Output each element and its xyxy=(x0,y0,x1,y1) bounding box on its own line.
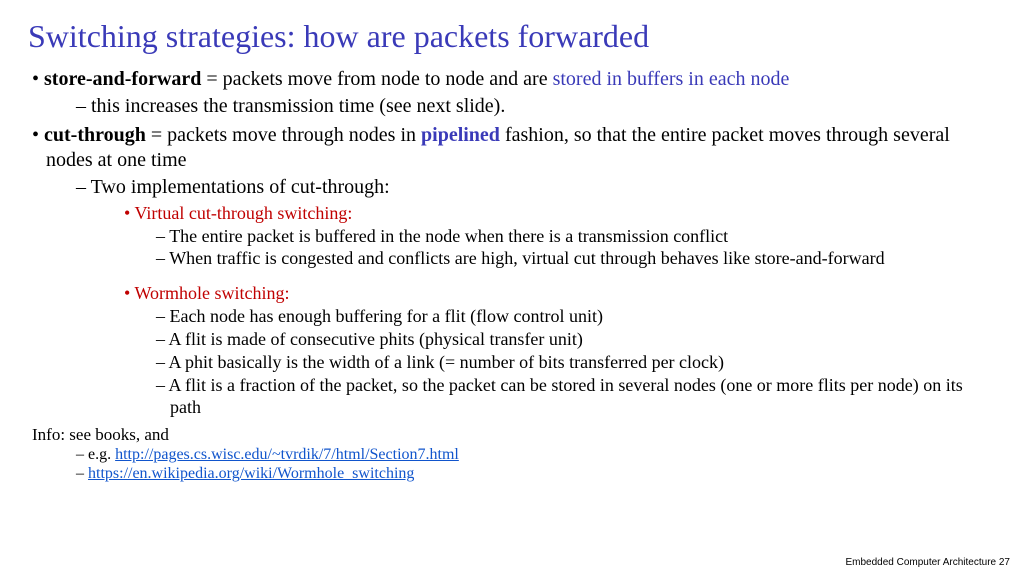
info-link1-row: e.g. http://pages.cs.wisc.edu/~tvrdik/7/… xyxy=(76,446,996,464)
wh-1: Each node has enough buffering for a fli… xyxy=(156,306,996,328)
wh-4: A flit is a fraction of the packet, so t… xyxy=(156,375,996,419)
ct-text1: = packets move through nodes in xyxy=(146,124,421,146)
saf-sub: this increases the transmission time (se… xyxy=(76,94,996,119)
wh-2: A flit is made of consecutive phits (phy… xyxy=(156,329,996,351)
slide-body: Switching strategies: how are packets fo… xyxy=(0,0,1024,493)
saf-blue: stored in buffers in each node xyxy=(553,68,790,90)
wh-title: Wormhole switching: xyxy=(124,282,996,305)
link-wormhole-wiki[interactable]: https://en.wikipedia.org/wiki/Wormhole_s… xyxy=(88,465,414,482)
ct-two-impl: Two implementations of cut-through: xyxy=(76,175,996,200)
vct-1: The entire packet is buffered in the nod… xyxy=(156,226,996,248)
bullet-cut-through: cut-through = packets move through nodes… xyxy=(32,123,992,173)
info-eg: e.g. xyxy=(88,446,115,463)
vct-title: Virtual cut-through switching: xyxy=(124,202,996,225)
slide-footer: Embedded Computer Architecture 27 xyxy=(845,557,1010,568)
vct-2: When traffic is congested and conflicts … xyxy=(156,248,996,270)
link-section7[interactable]: http://pages.cs.wisc.edu/~tvrdik/7/html/… xyxy=(115,446,459,463)
saf-text: = packets move from node to node and are xyxy=(201,68,552,90)
info-label: Info: see books, and xyxy=(32,425,996,445)
spacer xyxy=(28,270,996,280)
wh-3: A phit basically is the width of a link … xyxy=(156,352,996,374)
ct-pipelined: pipelined xyxy=(421,124,500,146)
saf-label: store-and-forward xyxy=(44,68,201,90)
info-link2-row: https://en.wikipedia.org/wiki/Wormhole_s… xyxy=(76,465,996,483)
ct-label: cut-through xyxy=(44,124,146,146)
slide-title: Switching strategies: how are packets fo… xyxy=(28,18,996,55)
bullet-store-and-forward: store-and-forward = packets move from no… xyxy=(32,67,996,92)
